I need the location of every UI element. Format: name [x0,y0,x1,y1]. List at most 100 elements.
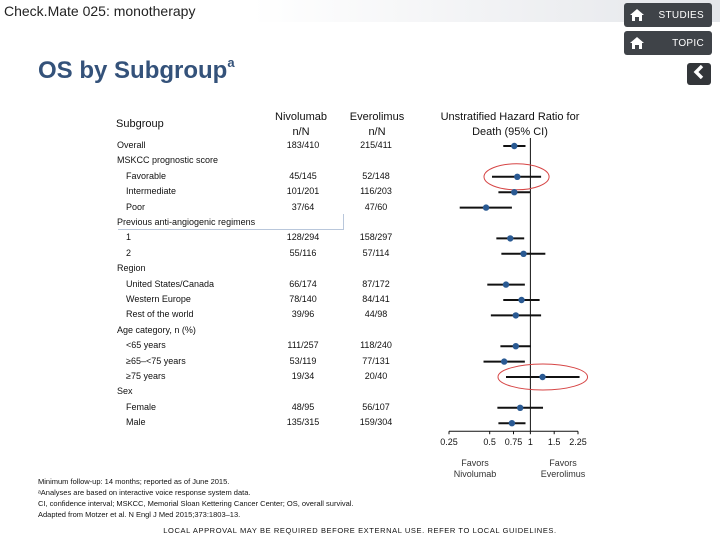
col-hr-title-2: Death (95% CI) [472,126,548,138]
col-hr-title-1: Unstratified Hazard Ratio for [440,111,580,123]
row-label: Rest of the world [126,309,194,320]
everolimus-count: 84/141 [362,294,390,304]
hr-point [512,343,520,350]
home-icon [624,36,650,50]
top-bar: Check.Mate 025: monotherapy [0,0,720,22]
everolimus-count: 56/107 [362,401,390,412]
row-group-header: MSKCC prognostic score [117,155,219,166]
col-everolimus-title: Everolimus [349,111,405,123]
x-tick-label: 0.5 [483,437,496,447]
row-group-header: Age category, n (%) [117,324,196,335]
everolimus-count: 87/172 [362,278,390,289]
everolimus-count: 57/114 [362,247,390,258]
row-label: Poor [126,201,146,212]
topic-label: TOPIC [672,37,704,49]
page-title: OS by Subgroupa [38,55,235,85]
x-tick-label: 2.25 [569,437,587,447]
row-label: <65 years [126,340,166,351]
hr-point [482,204,490,211]
home-icon [624,8,650,22]
everolimus-count: 44/98 [364,309,388,320]
hr-point [508,420,516,427]
everolimus-count: 158/297 [359,232,393,243]
nivolumab-count: 111/257 [287,340,319,351]
nivolumab-count: 53/119 [289,355,317,366]
row-group-header: Previous anti-angiogenic regimens [117,217,256,227]
topic-button[interactable]: TOPIC [624,31,712,55]
col-everolimus-sub: n/N [368,126,386,138]
col-subgroup: Subgroup [116,118,164,130]
hr-point [520,250,527,257]
row-group-header: Sex [117,386,133,397]
hr-point [516,404,524,411]
favors-nivolumab-label: Favors Nivolumab [454,458,497,479]
row-label: Male [126,417,146,428]
app-title: Check.Mate 025: monotherapy [4,3,196,19]
everolimus-count: 116/203 [360,186,392,197]
row-label: 1 [126,232,132,243]
hr-point [511,189,518,196]
page-title-sup: a [227,55,235,70]
hr-point [512,312,520,319]
nivolumab-count: 55/116 [289,247,317,258]
nivolumab-count: 78/140 [289,294,317,304]
footnote-analysis: ᵃAnalyses are based on interactive voice… [38,488,251,497]
col-nivolumab-title: Nivolumab [275,111,327,123]
col-nivolumab-sub: n/N [292,126,310,138]
footnote-reference: Adapted from Motzer et al. N Engl J Med … [38,510,241,519]
nivolumab-count: 135/315 [286,417,320,428]
nivolumab-count: 101/201 [286,186,320,197]
everolimus-count: 159/304 [359,417,393,428]
row-label: United States/Canada [126,278,215,289]
x-tick-label: 0.75 [505,437,523,447]
chevron-left-icon [692,64,706,84]
col-nivolumab: Nivolumab n/N [266,110,336,140]
section-divider-vertical [343,214,344,230]
col-everolimus: Everolimus n/N [342,110,412,140]
hr-point [500,358,508,365]
everolimus-count: 77/131 [362,355,390,366]
footnote-abbreviations: CI, confidence interval; MSKCC, Memorial… [38,499,354,508]
hr-point [511,142,518,150]
row-label: Female [126,401,157,412]
everolimus-count: 215/411 [360,140,392,150]
x-tick-label: 1 [528,437,533,447]
nivolumab-count: 39/96 [291,309,315,320]
back-button[interactable] [687,63,711,85]
nivolumab-count: 66/174 [289,278,317,289]
row-label: Western Europe [126,294,191,304]
row-label: Overall [117,140,146,150]
favors-everolimus-label: Favors Everolimus [541,458,586,479]
x-tick-label: 0.25 [440,437,458,447]
hr-point [539,373,546,381]
row-group-header: Region [117,263,146,274]
nivolumab-count: 19/34 [291,371,315,381]
nivolumab-count: 183/410 [286,140,320,150]
row-label: ≥75 years [126,371,166,381]
highlight-ellipse [497,363,589,391]
nivolumab-count: 128/294 [286,232,320,243]
nivolumab-count: 37/64 [291,201,315,212]
page-title-text: OS by Subgroup [38,57,228,84]
section-divider [118,229,344,230]
nivolumab-count: 48/95 [291,401,315,412]
studies-label: STUDIES [658,9,704,21]
col-hazard-ratio: Unstratified Hazard Ratio for Death (95%… [420,110,600,140]
hr-point [518,296,525,304]
row-label: Favorable [126,170,167,181]
nivolumab-count: 45/145 [289,170,317,181]
everolimus-count: 52/148 [362,170,390,181]
approval-note: LOCAL APPROVAL MAY BE REQUIRED BEFORE EX… [163,526,557,535]
row-label: Intermediate [126,186,177,197]
highlight-ellipse [483,163,550,191]
hr-point [502,281,510,288]
everolimus-count: 118/240 [360,340,392,351]
hr-point [514,173,521,180]
footnote-followup: Minimum follow-up: 14 months; reported a… [38,477,230,486]
everolimus-count: 20/40 [364,371,388,381]
x-tick-label: 1.5 [548,437,561,447]
row-label: ≥65–<75 years [126,355,186,366]
row-label: 2 [126,247,132,258]
studies-button[interactable]: STUDIES [624,3,712,27]
everolimus-count: 47/60 [364,201,388,212]
